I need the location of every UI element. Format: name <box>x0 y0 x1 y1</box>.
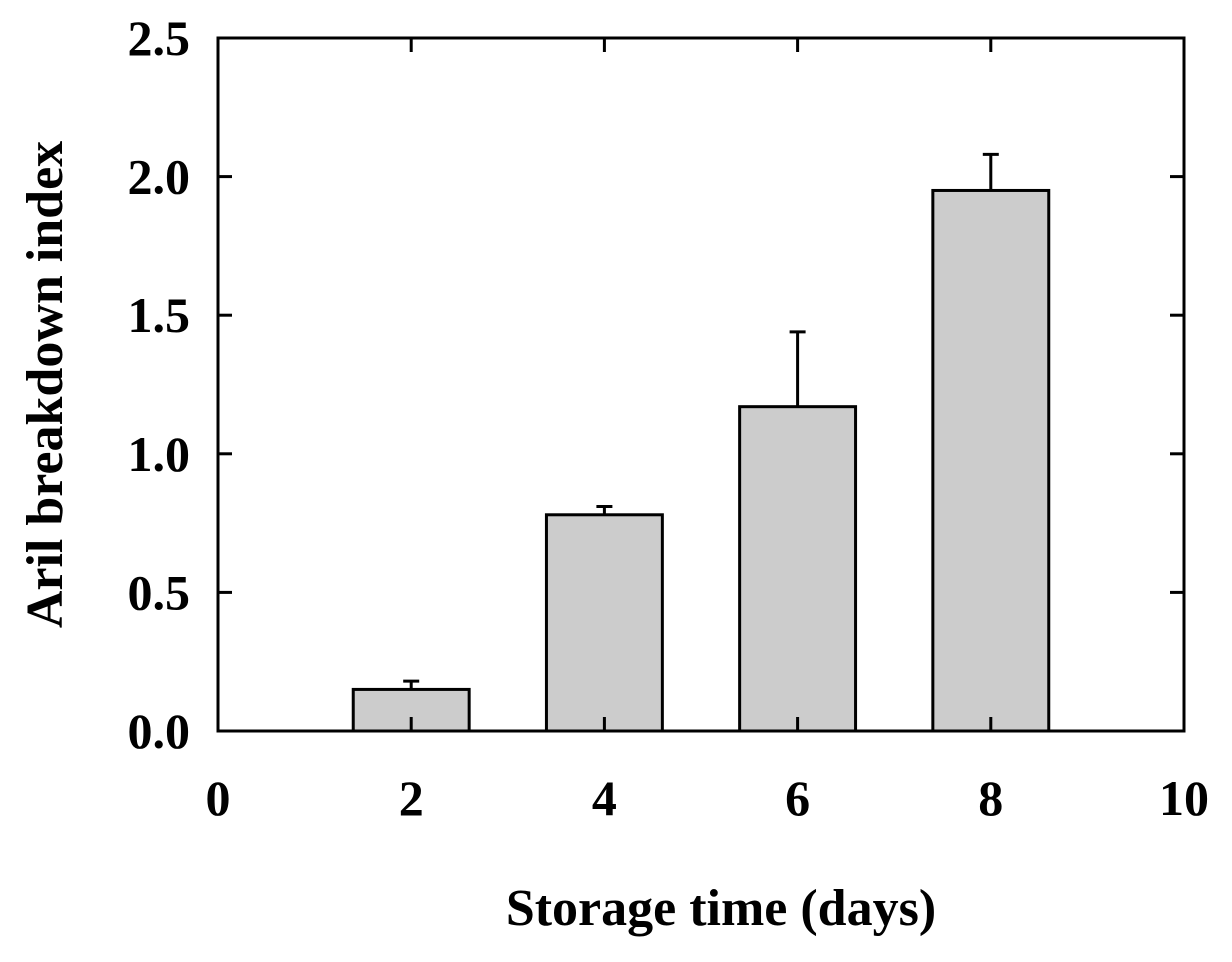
bar <box>544 513 664 733</box>
x-tick-label: 10 <box>1159 770 1209 826</box>
y-tick-label: 2.0 <box>128 149 191 205</box>
x-axis-ticks: 0 2 4 6 8 10 <box>206 38 1209 826</box>
bar <box>738 405 858 733</box>
y-tick-label: 1.5 <box>128 287 191 343</box>
y-tick-label: 0.0 <box>128 703 191 759</box>
plot-frame <box>216 36 1186 733</box>
y-axis-ticks: 0.0 0.5 1.0 1.5 2.0 2.5 <box>128 10 1184 759</box>
x-tick-label: 0 <box>206 770 231 826</box>
y-axis-title: Aril breakdown index <box>17 141 74 628</box>
x-tick-label: 6 <box>785 770 810 826</box>
y-tick-label: 1.0 <box>128 426 191 482</box>
x-tick-label: 4 <box>592 770 617 826</box>
y-tick-label: 2.5 <box>128 10 191 66</box>
bars <box>351 188 1051 733</box>
error-bars <box>403 152 999 690</box>
bar <box>931 188 1051 733</box>
x-tick-label: 2 <box>399 770 424 826</box>
x-tick-label: 8 <box>978 770 1003 826</box>
y-tick-label: 0.5 <box>128 564 191 620</box>
x-axis-title: Storage time (days) <box>506 880 936 937</box>
